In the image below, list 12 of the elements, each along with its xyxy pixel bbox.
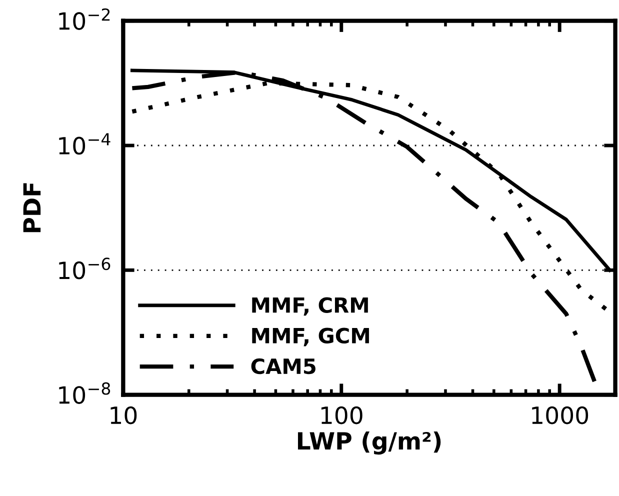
x-tick-label: 100 xyxy=(321,406,362,424)
x-tick-label: 1000 xyxy=(532,406,588,424)
legend-label: MMF, GCM xyxy=(252,328,369,346)
y-tick-label: 10$^{−8}$ xyxy=(59,382,110,404)
legend-label: CAM5 xyxy=(251,358,316,374)
y-tick-label: 10$^{−2}$ xyxy=(59,8,110,30)
y-axis-title: PDF xyxy=(23,183,41,232)
x-tick-label: 10 xyxy=(110,406,137,424)
legend-label: MMF, CRM xyxy=(252,297,368,316)
y-tick-label: 10$^{−4}$ xyxy=(59,133,110,155)
y-tick-label: 10$^{−6}$ xyxy=(59,258,110,280)
x-axis-title: LWP (g/m²) xyxy=(298,432,441,455)
